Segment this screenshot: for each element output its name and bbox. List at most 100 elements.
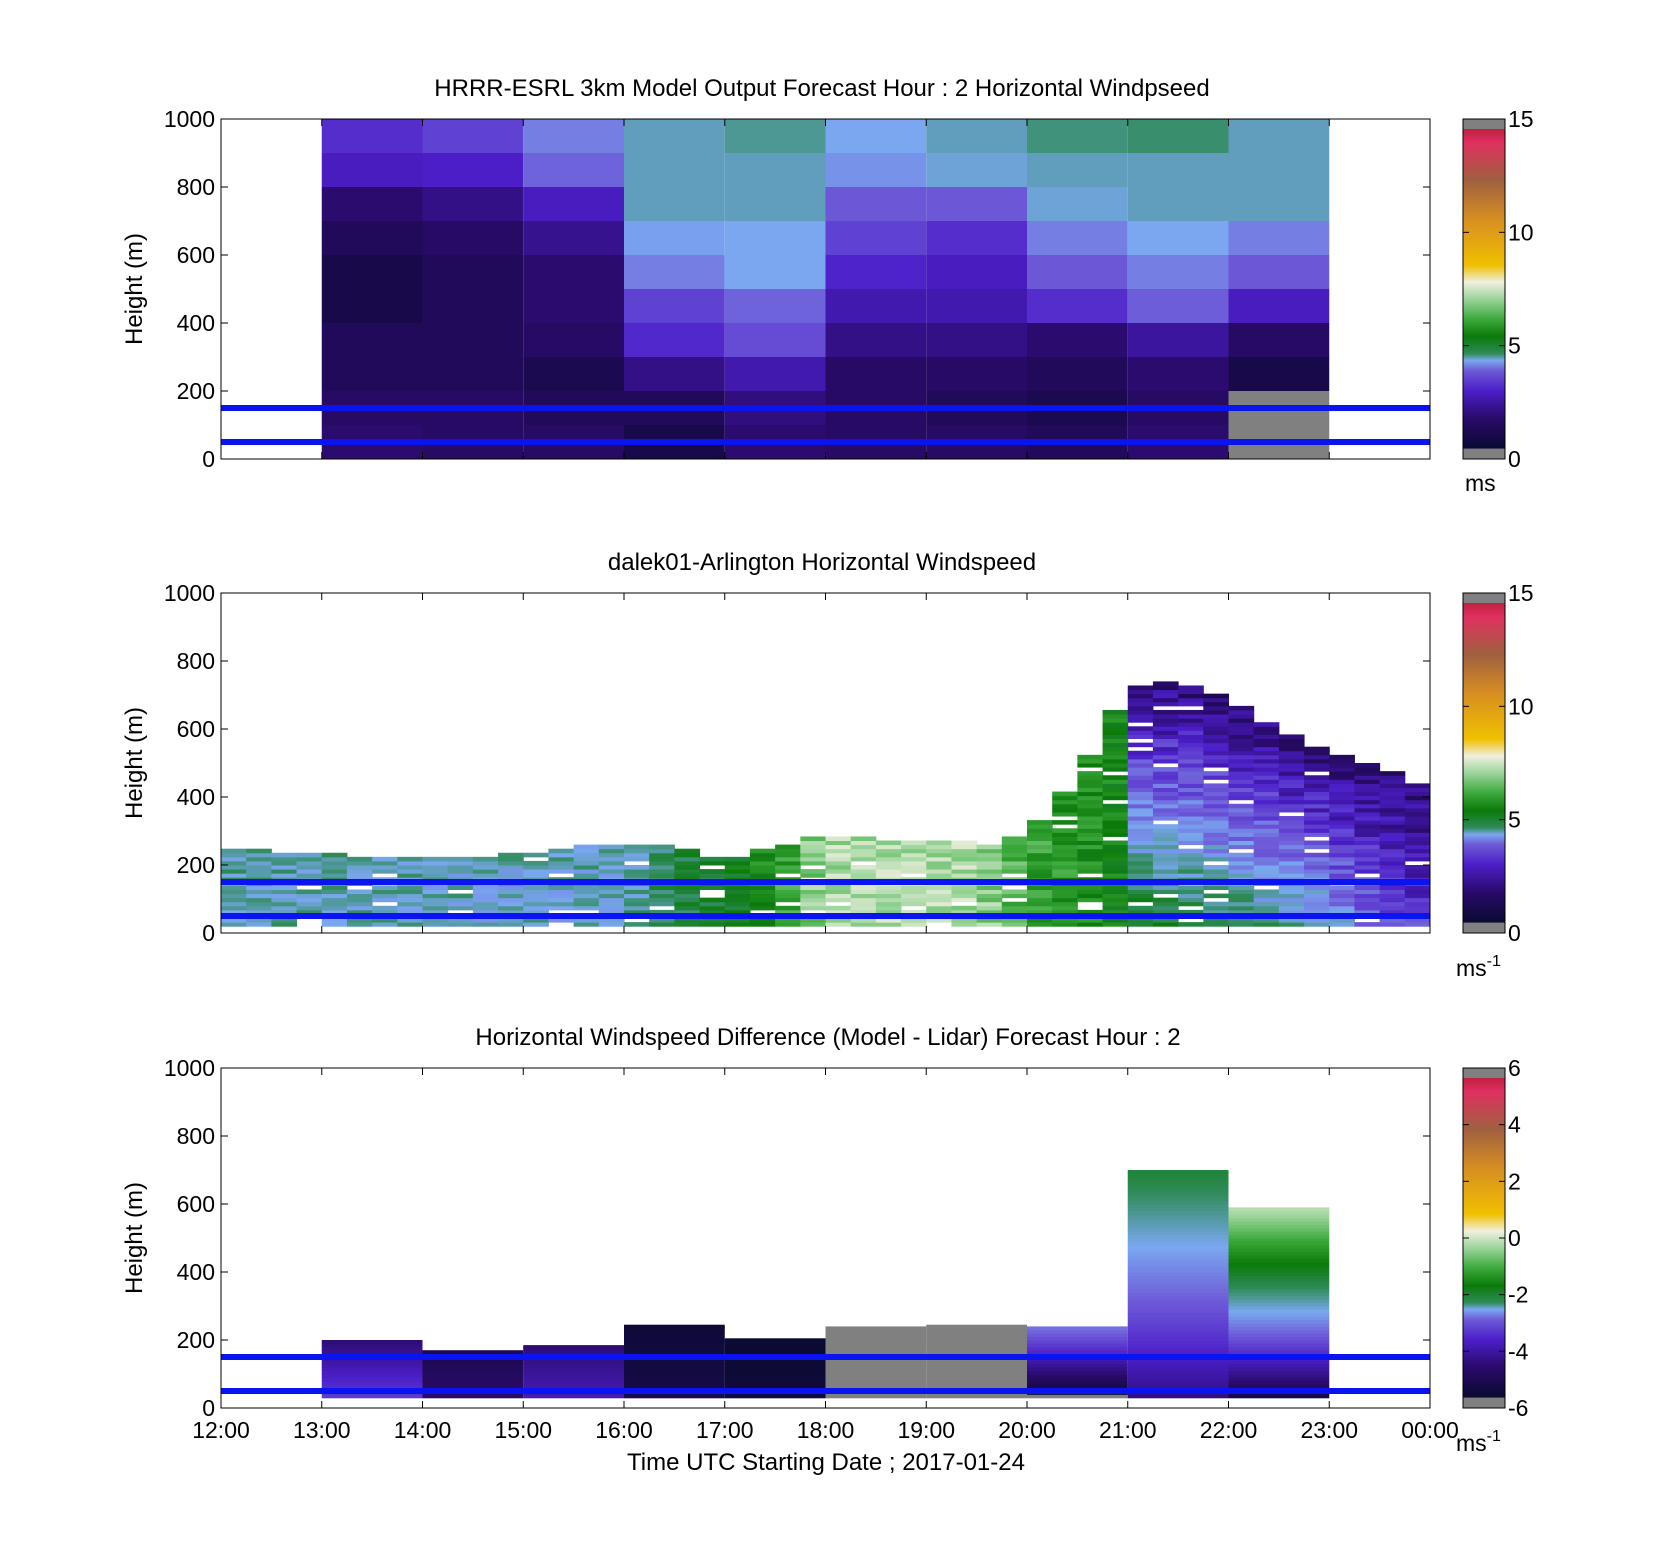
heatmap-cell	[1203, 828, 1229, 833]
heatmap-cell	[1127, 1210, 1229, 1215]
heatmap-cell	[1027, 922, 1053, 927]
heatmap-cell	[1304, 922, 1330, 927]
heatmap-cell	[901, 918, 927, 923]
heatmap-cell	[951, 840, 978, 846]
heatmap-cell	[1404, 885, 1431, 890]
heatmap-cell	[221, 860, 247, 866]
heatmap-cell	[1354, 885, 1381, 890]
heatmap-cell	[1127, 709, 1154, 715]
heatmap-cell	[1027, 824, 1053, 829]
heatmap-cell	[1127, 1343, 1229, 1348]
heatmap-cell	[271, 865, 298, 870]
heatmap-cell	[951, 856, 978, 862]
heatmap-cell	[1379, 897, 1406, 903]
heatmap-cell	[296, 860, 323, 866]
heatmap-cell	[1354, 828, 1381, 833]
heatmap-cell	[1404, 865, 1431, 870]
heatmap-cell	[1152, 730, 1179, 735]
y-tick-label: 800	[177, 1123, 215, 1149]
heatmap-cell	[850, 909, 877, 915]
heatmap-cell	[1228, 1275, 1330, 1280]
heatmap-cell	[674, 869, 701, 874]
heatmap-cell	[1354, 901, 1381, 907]
heatmap-cell	[1178, 811, 1204, 817]
heatmap-cell	[749, 848, 776, 854]
heatmap-cell	[875, 848, 902, 854]
heatmap-cell	[1404, 787, 1431, 793]
colorbar-tick-label: -4	[1508, 1338, 1529, 1364]
heatmap-cell	[825, 836, 852, 842]
heatmap-cell	[749, 869, 776, 874]
heatmap-cell	[1127, 1340, 1229, 1344]
heatmap-cell	[1152, 803, 1179, 809]
heatmap-cell	[422, 865, 449, 870]
colorbar-tick-label: 10	[1508, 219, 1534, 245]
heatmap-cell	[875, 852, 902, 858]
heatmap-cell	[1203, 893, 1229, 899]
heatmap-cell	[1354, 832, 1381, 837]
heatmap-cell	[1102, 848, 1129, 854]
heatmap-cell	[1228, 795, 1255, 801]
heatmap-cell	[1228, 1261, 1330, 1266]
heatmap-cell	[1203, 775, 1229, 780]
heatmap-cell	[1228, 742, 1255, 748]
heatmap-cell	[1404, 852, 1431, 858]
heatmap-cell	[951, 852, 978, 858]
heatmap-cell	[649, 869, 675, 874]
heatmap-cell	[1379, 885, 1406, 890]
heatmap-cell	[724, 255, 826, 289]
heatmap-cell	[1203, 701, 1229, 707]
heatmap-cell	[1329, 852, 1355, 858]
heatmap-cell	[447, 922, 474, 927]
heatmap-cell	[926, 893, 952, 899]
heatmap-cell	[1404, 869, 1431, 874]
heatmap-cell	[1379, 901, 1406, 907]
heatmap-cell	[1178, 771, 1204, 776]
heatmap-cell	[498, 852, 524, 858]
heatmap-cell	[1253, 869, 1280, 874]
heatmap-cell	[624, 1350, 725, 1355]
heatmap-cell	[624, 1340, 725, 1344]
heatmap-cell	[472, 856, 499, 862]
heatmap-cell	[1152, 852, 1179, 858]
heatmap-cell	[649, 844, 675, 850]
heatmap-cell	[1027, 918, 1053, 923]
heatmap-cell	[1253, 922, 1280, 927]
panel1-colorbar-bar	[1462, 118, 1506, 460]
colorbar-tick-label: 15	[1508, 580, 1534, 606]
heatmap-cell	[1127, 221, 1229, 255]
heatmap-cell	[372, 869, 398, 874]
heatmap-cell	[1102, 909, 1129, 915]
heatmap-cell	[346, 856, 373, 862]
heatmap-cell	[1052, 852, 1078, 858]
heatmap-cell	[1203, 909, 1229, 915]
heatmap-cell	[649, 865, 675, 870]
heatmap-cell	[1102, 803, 1129, 809]
heatmap-cell	[422, 1370, 524, 1375]
heatmap-cell	[422, 289, 524, 323]
heatmap-cell	[1127, 1244, 1229, 1249]
heatmap-cell	[1379, 771, 1406, 776]
heatmap-cell	[1278, 844, 1305, 850]
heatmap-cell	[1127, 828, 1154, 833]
heatmap-cell	[1404, 795, 1431, 801]
heatmap-cell	[1354, 771, 1381, 776]
y-tick-label: 0	[202, 920, 215, 946]
heatmap-cell	[1228, 1210, 1330, 1215]
heatmap-cell	[1228, 1350, 1330, 1355]
heatmap-cell	[901, 909, 927, 915]
heatmap-cell	[1102, 811, 1129, 817]
heatmap-cell	[1329, 918, 1355, 923]
heatmap-cell	[346, 889, 373, 895]
heatmap-cell	[976, 885, 1003, 890]
heatmap-cell	[951, 897, 978, 903]
heatmap-cell	[800, 848, 826, 854]
heatmap-cell	[321, 856, 348, 862]
heatmap-cell	[875, 865, 902, 870]
heatmap-cell	[1203, 816, 1229, 821]
heatmap-cell	[1354, 905, 1381, 911]
x-tick-label: 12:00	[192, 1417, 250, 1443]
heatmap-cell	[1203, 746, 1229, 752]
heatmap-cell	[548, 885, 575, 890]
